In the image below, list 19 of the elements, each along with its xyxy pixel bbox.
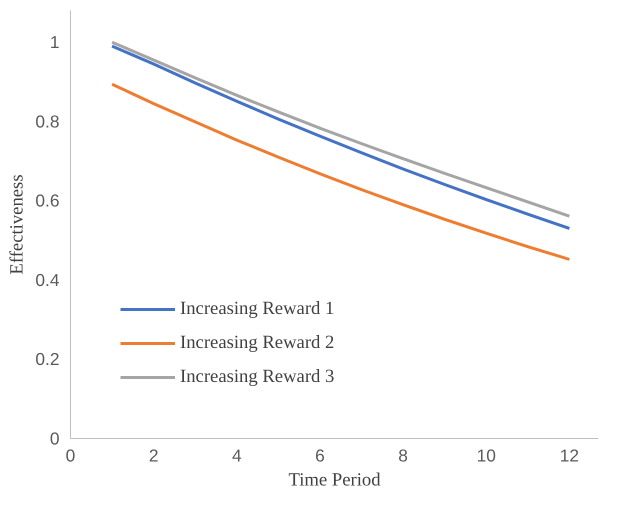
- y-tick-label: 0.4: [35, 270, 60, 290]
- x-tick-label: 8: [398, 446, 408, 466]
- y-tick-label: 1: [50, 32, 60, 52]
- y-axis-title: Effectiveness: [6, 174, 28, 275]
- x-tick-label: 0: [66, 446, 76, 466]
- x-tick-label: 10: [476, 446, 496, 466]
- legend-label: Increasing Reward 3: [180, 366, 334, 388]
- x-axis-title: Time Period: [288, 470, 382, 490]
- line-series: [110, 82, 571, 261]
- x-tick-label: 2: [148, 446, 158, 466]
- x-tick-label: 4: [232, 446, 242, 466]
- y-tick-label: 0.6: [35, 190, 60, 211]
- y-tick-label: 0: [50, 428, 60, 448]
- y-tick-label: 0.2: [35, 349, 60, 370]
- legend-label: Increasing Reward 1: [180, 298, 334, 320]
- legend-label: Increasing Reward 2: [180, 332, 334, 354]
- y-tick-label: 0.8: [35, 111, 60, 132]
- x-tick-label: 6: [315, 446, 325, 466]
- x-tick-label: 12: [560, 446, 580, 466]
